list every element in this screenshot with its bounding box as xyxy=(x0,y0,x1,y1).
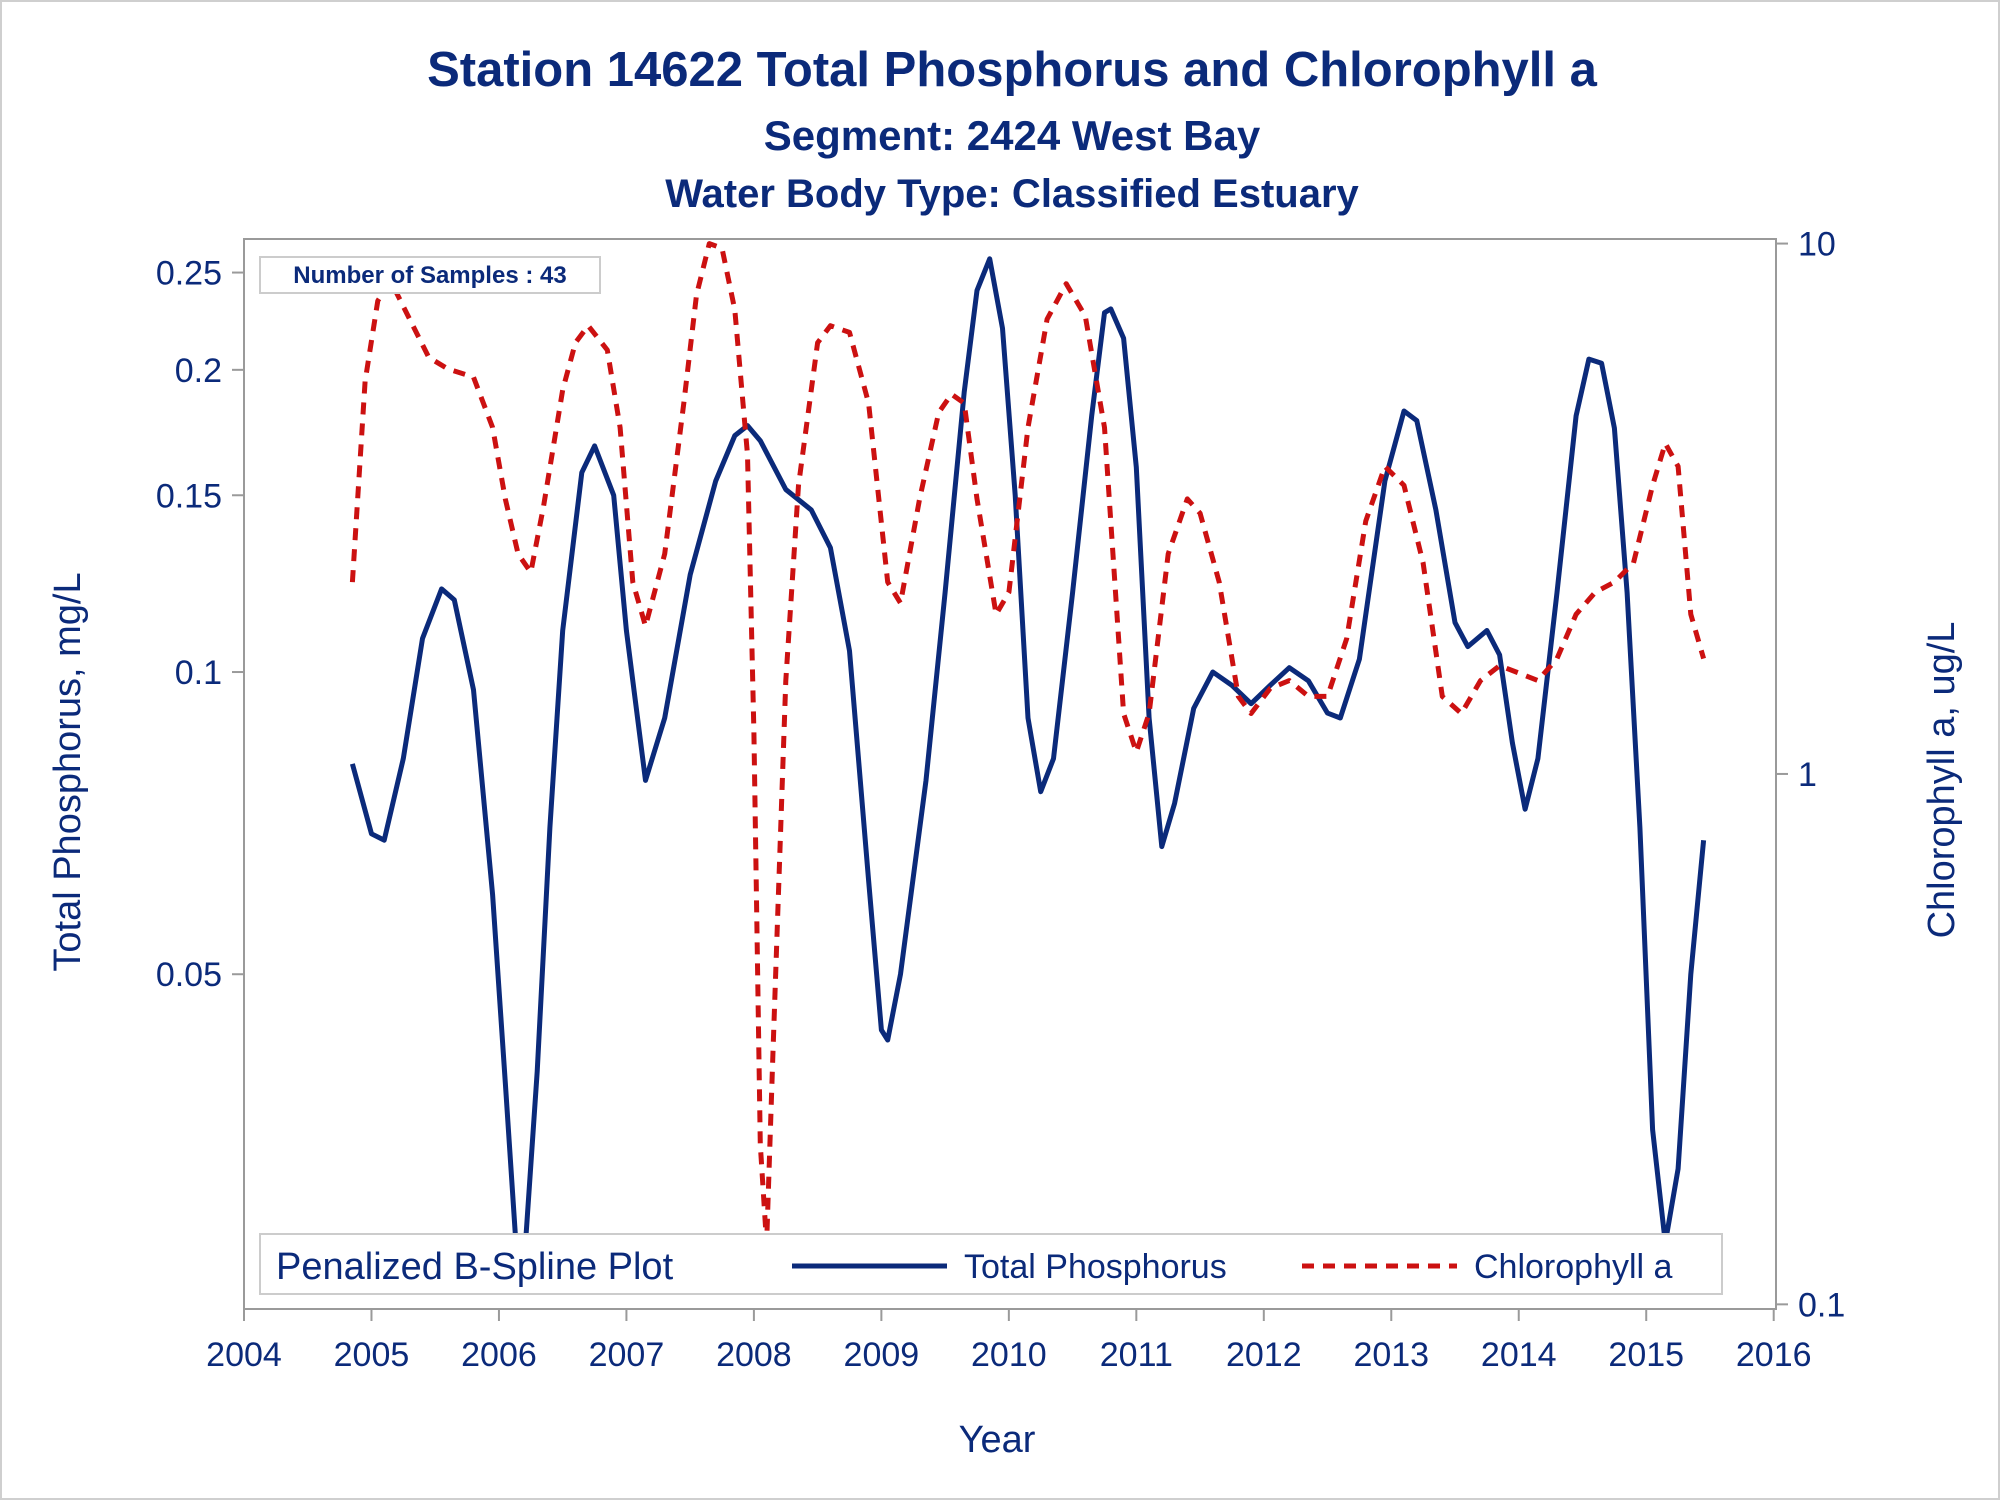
y-tick-label: 0.25 xyxy=(156,255,222,293)
x-tick-label: 2012 xyxy=(1226,1336,1302,1374)
y-tick-label: 0.2 xyxy=(175,352,222,390)
y-tick-label: 0.15 xyxy=(156,477,222,515)
x-tick-label: 2015 xyxy=(1608,1336,1684,1374)
y-tick-label: 0.05 xyxy=(156,956,222,994)
y-tick-label: 0.1 xyxy=(175,654,222,692)
x-axis: 2004 2005 2006 2007 2008 2009 2010 2011 2012 2013… xyxy=(206,1309,1812,1374)
y2-tick-label: 1 xyxy=(1798,756,1817,794)
x-tick-label: 2016 xyxy=(1736,1336,1812,1374)
x-tick-label: 2007 xyxy=(589,1336,665,1374)
y-axis-right: 10 1 0.1 xyxy=(1776,226,1845,1324)
y2-tick-label: 10 xyxy=(1798,226,1836,264)
y2-tick-label: 0.1 xyxy=(1798,1286,1845,1324)
x-tick-label: 2006 xyxy=(461,1336,537,1374)
x-tick-label: 2013 xyxy=(1353,1336,1429,1374)
x-axis-label: Year xyxy=(959,1419,1036,1461)
legend xyxy=(259,1233,1723,1295)
samples-count-label: Number of Samples : 43 xyxy=(293,262,566,289)
series-layer xyxy=(349,241,1707,1279)
x-tick-label: 2009 xyxy=(844,1336,920,1374)
x-tick-label: 2004 xyxy=(206,1336,282,1374)
series-total-phosphorus xyxy=(349,256,1707,1279)
legend-tp-label: Total Phosphorus xyxy=(964,1248,1227,1286)
samples-inset xyxy=(259,256,601,294)
x-tick-label: 2005 xyxy=(334,1336,410,1374)
chart-title: Station 14622 Total Phosphorus and Chlor… xyxy=(427,43,1598,97)
y2-axis-label: Chlorophyll a, ug/L xyxy=(1921,622,1963,939)
legend-title: Penalized B-Spline Plot xyxy=(276,1246,674,1288)
x-tick-label: 2014 xyxy=(1481,1336,1557,1374)
x-tick-label: 2010 xyxy=(971,1336,1047,1374)
x-tick-label: 2008 xyxy=(716,1336,792,1374)
chart-subtitle: Segment: 2424 West Bay xyxy=(764,112,1261,159)
chart-subtitle-2: Water Body Type: Classified Estuary xyxy=(665,172,1359,216)
x-tick-label: 2011 xyxy=(1100,1336,1173,1374)
y-axis-label: Total Phosphorus, mg/L xyxy=(47,572,89,971)
y-axis-left: 0.25 0.2 0.15 0.1 0.05 xyxy=(156,255,244,994)
legend-chl-label: Chlorophyll a xyxy=(1474,1248,1673,1286)
